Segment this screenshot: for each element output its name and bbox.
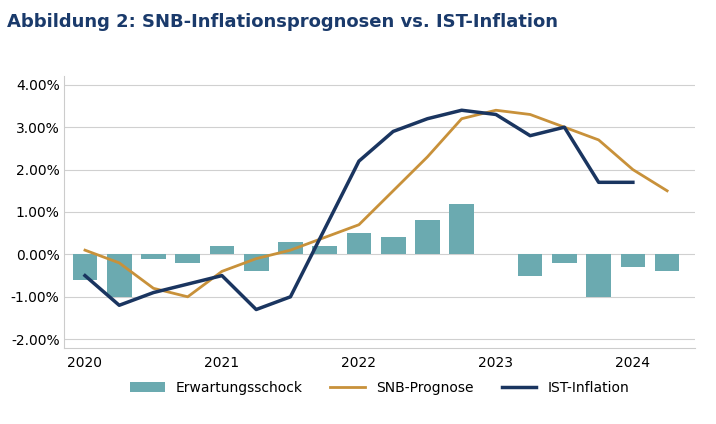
Bar — [312, 246, 337, 254]
Bar — [347, 233, 372, 254]
Bar — [415, 220, 440, 254]
Bar — [244, 254, 268, 271]
Bar — [381, 237, 405, 254]
Legend: Erwartungsschock, SNB-Prognose, IST-Inflation: Erwartungsschock, SNB-Prognose, IST-Infl… — [125, 375, 634, 400]
Bar — [175, 254, 200, 263]
Text: Abbildung 2: SNB-Inflationsprognosen vs. IST-Inflation: Abbildung 2: SNB-Inflationsprognosen vs.… — [7, 13, 558, 31]
Bar — [518, 254, 543, 276]
Bar — [141, 254, 166, 259]
Bar — [552, 254, 576, 263]
Bar — [107, 254, 132, 297]
Bar — [450, 204, 474, 254]
Bar — [621, 254, 645, 267]
Bar — [72, 254, 97, 280]
Bar — [655, 254, 679, 271]
Bar — [210, 246, 234, 254]
Bar — [586, 254, 611, 297]
Bar — [278, 242, 303, 254]
